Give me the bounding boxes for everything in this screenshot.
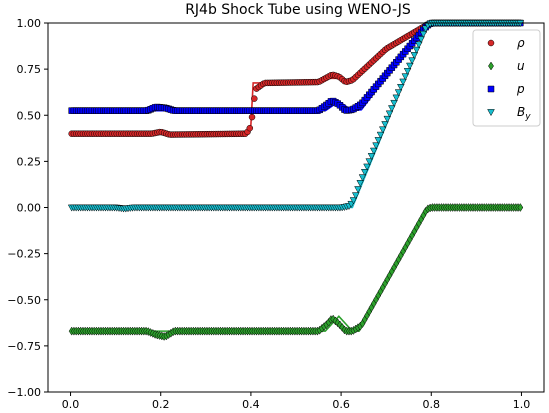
- data-point-b-y: [408, 57, 416, 65]
- series-line-p: [70, 22, 522, 112]
- data-point-b-y: [410, 52, 419, 60]
- data-point-b-y: [349, 197, 358, 205]
- series-p: [68, 19, 524, 114]
- data-point-b-y: [397, 84, 405, 91]
- legend-label-p: p: [516, 82, 525, 96]
- data-point-b-y: [385, 110, 394, 118]
- data-point-rho: [251, 95, 258, 102]
- y-tick-label: 0.00: [17, 202, 42, 215]
- data-point-b-y: [365, 158, 374, 166]
- data-point-b-y: [358, 174, 367, 182]
- data-point-b-y: [417, 36, 425, 44]
- x-tick-label: 0.2: [152, 398, 170, 411]
- data-point-u: [337, 320, 343, 330]
- data-point-u: [517, 203, 524, 212]
- series-b-y: [67, 20, 525, 213]
- legend-marker-u: [488, 61, 494, 71]
- data-point-b-y: [394, 89, 403, 97]
- data-point-b-y: [383, 115, 392, 123]
- y-tick-label: 0.75: [17, 63, 42, 76]
- chart-title: RJ4b Shock Tube using WENO-JS: [185, 2, 411, 18]
- series-rho: [68, 19, 524, 138]
- x-tick-label: 0.0: [62, 398, 80, 411]
- series-line-u: [70, 206, 522, 332]
- data-point-b-y: [412, 46, 421, 54]
- legend-marker-p: [487, 85, 495, 93]
- y-tick-label: −1.00: [7, 386, 41, 399]
- data-point-rho: [246, 124, 254, 132]
- legend-label-rho: ρ: [517, 36, 525, 50]
- data-point-b-y: [369, 147, 378, 155]
- data-point-b-y: [356, 180, 365, 188]
- data-point-b-y: [376, 131, 385, 139]
- legend-box: [472, 29, 541, 127]
- y-tick-label: −0.50: [7, 294, 41, 307]
- data-point-b-y: [419, 30, 428, 38]
- data-point-b-y: [354, 186, 362, 194]
- data-point-b-y: [403, 68, 412, 76]
- data-point-b-y: [372, 142, 380, 150]
- data-point-b-y: [390, 99, 398, 107]
- legend-marker-b-y: [487, 109, 495, 117]
- y-tick-label: 0.50: [17, 109, 42, 122]
- data-point-b-y: [387, 105, 396, 113]
- y-tick-label: 1.00: [17, 17, 42, 30]
- series-u: [68, 203, 524, 341]
- y-tick-label: 0.25: [17, 155, 42, 168]
- data-point-b-y: [399, 78, 407, 86]
- x-tick-label: 0.4: [242, 398, 260, 411]
- data-point-b-y: [363, 163, 371, 171]
- data-point-u: [339, 322, 346, 332]
- data-point-b-y: [374, 137, 383, 145]
- axis-ticks: 0.0 0.2 0.4 0.6 0.8 1.0 −1.00 −0.75 −0.50 −0.25 0.…: [7, 17, 530, 411]
- legend-label-u: u: [517, 59, 525, 73]
- data-point-b-y: [406, 62, 414, 70]
- data-point-b-y: [392, 94, 401, 102]
- data-point-b-y: [415, 41, 423, 49]
- data-point-rho: [248, 113, 256, 121]
- plot-area: [67, 19, 525, 341]
- data-point-b-y: [367, 153, 376, 161]
- y-tick-label: −0.25: [7, 248, 41, 261]
- x-tick-label: 0.8: [423, 398, 441, 411]
- data-point-b-y: [401, 73, 410, 81]
- series-line-b-y: [70, 22, 522, 209]
- x-tick-label: 1.0: [513, 398, 531, 411]
- legend-marker-rho: [487, 39, 495, 47]
- data-point-b-y: [351, 192, 360, 200]
- y-tick-label: −0.75: [7, 340, 41, 353]
- data-point-b-y: [360, 169, 369, 176]
- data-point-b-y: [381, 121, 389, 129]
- data-point-b-y: [378, 126, 387, 134]
- series-line-rho: [70, 22, 522, 135]
- x-tick-label: 0.6: [332, 398, 350, 411]
